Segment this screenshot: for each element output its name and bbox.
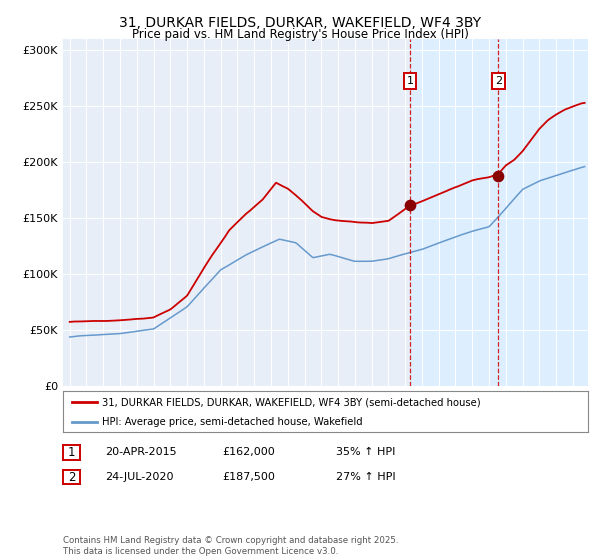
Text: 31, DURKAR FIELDS, DURKAR, WAKEFIELD, WF4 3BY: 31, DURKAR FIELDS, DURKAR, WAKEFIELD, WF… — [119, 16, 481, 30]
Text: £187,500: £187,500 — [222, 472, 275, 482]
Point — [406, 200, 415, 209]
Text: 2: 2 — [495, 76, 502, 86]
Text: 1: 1 — [68, 446, 75, 459]
Text: 35% ↑ HPI: 35% ↑ HPI — [336, 447, 395, 458]
Bar — [410, 39, 588, 386]
Text: 31, DURKAR FIELDS, DURKAR, WAKEFIELD, WF4 3BY (semi-detached house): 31, DURKAR FIELDS, DURKAR, WAKEFIELD, WF… — [103, 397, 481, 407]
Text: 1: 1 — [407, 76, 414, 86]
Text: 2: 2 — [68, 470, 75, 484]
Point — [494, 172, 503, 181]
Text: 20-APR-2015: 20-APR-2015 — [105, 447, 176, 458]
Text: HPI: Average price, semi-detached house, Wakefield: HPI: Average price, semi-detached house,… — [103, 417, 363, 427]
Text: 24-JUL-2020: 24-JUL-2020 — [105, 472, 173, 482]
Text: Contains HM Land Registry data © Crown copyright and database right 2025.
This d: Contains HM Land Registry data © Crown c… — [63, 536, 398, 556]
Text: Price paid vs. HM Land Registry's House Price Index (HPI): Price paid vs. HM Land Registry's House … — [131, 28, 469, 41]
Text: 27% ↑ HPI: 27% ↑ HPI — [336, 472, 395, 482]
Text: £162,000: £162,000 — [222, 447, 275, 458]
